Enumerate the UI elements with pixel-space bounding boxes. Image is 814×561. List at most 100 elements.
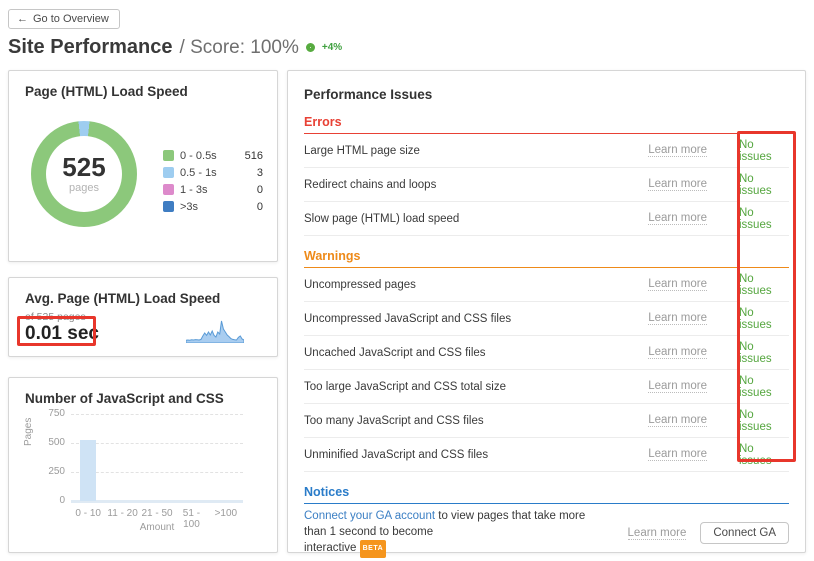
issue-label: Uncached JavaScript and CSS files <box>304 346 486 359</box>
avg-speed-card: Avg. Page (HTML) Load Speed of 525 pages… <box>8 277 278 357</box>
no-issues-status: No issues <box>739 306 772 331</box>
legend-item: 0 - 0.5s 516 <box>163 147 263 164</box>
avg-speed-card-title: Avg. Page (HTML) Load Speed <box>25 291 221 306</box>
notice-text-line2: interactive <box>304 542 357 554</box>
issue-row: Too many JavaScript and CSS files Learn … <box>304 404 789 438</box>
issue-label: Slow page (HTML) load speed <box>304 212 460 225</box>
legend-swatch-green <box>163 150 174 161</box>
issue-row: Unminified JavaScript and CSS files Lear… <box>304 438 789 472</box>
issue-row: Large HTML page size Learn more No issue… <box>304 134 789 168</box>
x-axis-line <box>71 500 243 503</box>
x-tick: 11 - 20 <box>107 508 138 519</box>
warnings-section-header: Warnings <box>304 249 789 268</box>
back-arrow-icon: ← <box>17 12 28 25</box>
connect-ga-link[interactable]: Connect your GA account <box>304 510 436 522</box>
learn-more-link[interactable]: Learn more <box>648 178 707 191</box>
no-issues-status: No issues <box>739 340 772 365</box>
issue-row: Redirect chains and loops Learn more No … <box>304 168 789 202</box>
legend-value: 0 <box>256 183 263 196</box>
legend-label: 0.5 - 1s <box>180 166 217 179</box>
no-issues-status: No issues <box>739 374 772 399</box>
issue-label: Unminified JavaScript and CSS files <box>304 448 489 461</box>
learn-more-link[interactable]: Learn more <box>627 526 687 540</box>
issue-row: Uncompressed JavaScript and CSS files Le… <box>304 302 789 336</box>
go-to-overview-button[interactable]: ← Go to Overview <box>8 9 120 29</box>
legend-swatch-pink <box>163 184 174 195</box>
y-tick: 0 <box>59 495 65 506</box>
score-label: / Score: 100% <box>179 36 299 58</box>
load-speed-legend: 0 - 0.5s 516 0.5 - 1s 3 1 - 3s 0 >3s 0 <box>163 147 263 215</box>
donut-total-pages: 525 <box>62 152 106 182</box>
notices-section-header: Notices <box>304 485 789 504</box>
issue-label: Uncompressed pages <box>304 278 416 291</box>
load-speed-sparkline <box>186 320 244 343</box>
legend-value: 516 <box>244 149 263 162</box>
page-title-row: Site Performance / Score: 100% +4% <box>8 36 342 59</box>
legend-item: 0.5 - 1s 3 <box>163 164 263 181</box>
avg-speed-subtitle: of 525 pages <box>25 311 86 323</box>
notice-text: Connect your GA account to view pages th… <box>304 508 628 558</box>
legend-item: 1 - 3s 0 <box>163 181 263 198</box>
js-css-card-title: Number of JavaScript and CSS <box>25 391 224 406</box>
learn-more-link[interactable]: Learn more <box>648 414 707 427</box>
no-issues-status: No issues <box>739 138 772 163</box>
load-speed-card: Page (HTML) Load Speed 525 pages 0 - 0.5… <box>8 70 278 262</box>
js-css-bar <box>80 440 96 501</box>
issue-row: Uncached JavaScript and CSS files Learn … <box>304 336 789 370</box>
x-tick: 0 - 10 <box>75 508 101 519</box>
connect-ga-button[interactable]: Connect GA <box>700 522 789 544</box>
x-tick: 21 - 50 <box>141 508 173 519</box>
learn-more-link[interactable]: Learn more <box>648 380 707 393</box>
js-css-plot <box>71 414 243 503</box>
learn-more-link[interactable]: Learn more <box>648 212 707 225</box>
learn-more-link[interactable]: Learn more <box>648 448 707 461</box>
gridline <box>71 414 243 415</box>
legend-label: 1 - 3s <box>180 183 208 196</box>
y-tick: 500 <box>48 437 65 448</box>
issue-label: Uncompressed JavaScript and CSS files <box>304 312 512 325</box>
beta-badge: BETA <box>359 540 387 558</box>
panel-title: Performance Issues <box>304 87 433 102</box>
donut-unit-label: pages <box>69 182 99 194</box>
x-tick: 51 - 100 <box>182 508 201 530</box>
legend-label: >3s <box>180 200 199 213</box>
y-axis-label: Pages <box>23 417 34 446</box>
errors-section-header: Errors <box>304 115 789 134</box>
legend-item: >3s 0 <box>163 198 263 215</box>
x-tick: >100 <box>214 508 238 519</box>
gridline <box>71 472 243 473</box>
no-issues-status: No issues <box>739 442 772 467</box>
notice-row: Connect your GA account to view pages th… <box>304 504 789 561</box>
learn-more-link[interactable]: Learn more <box>648 312 707 325</box>
x-ticks: 0 - 10 11 - 20 21 - 50 51 - 100 >100 <box>71 508 243 530</box>
score-ring-icon <box>305 43 315 52</box>
go-to-overview-label: Go to Overview <box>33 12 109 25</box>
x-axis-label: Amount <box>139 522 175 533</box>
issue-label: Redirect chains and loops <box>304 178 437 191</box>
issue-label: Too many JavaScript and CSS files <box>304 414 484 427</box>
avg-speed-value: 0.01 sec <box>25 323 99 344</box>
issue-label: Too large JavaScript and CSS total size <box>304 380 506 393</box>
notice-text-rest: to view pages that take more than 1 seco… <box>304 510 586 538</box>
legend-value: 3 <box>256 166 263 179</box>
donut-center: 525 pages <box>31 121 137 227</box>
issue-row: Too large JavaScript and CSS total size … <box>304 370 789 404</box>
legend-value: 0 <box>256 200 263 213</box>
learn-more-link[interactable]: Learn more <box>648 144 707 157</box>
score-delta: +4% <box>321 42 343 53</box>
load-speed-card-title: Page (HTML) Load Speed <box>25 84 188 99</box>
page-title: Site Performance <box>8 36 173 58</box>
y-tick: 750 <box>48 408 65 419</box>
issue-row: Uncompressed pages Learn more No issues <box>304 268 789 302</box>
issue-row: Slow page (HTML) load speed Learn more N… <box>304 202 789 236</box>
legend-label: 0 - 0.5s <box>180 149 217 162</box>
no-issues-status: No issues <box>739 206 772 231</box>
issue-label: Large HTML page size <box>304 144 420 157</box>
learn-more-link[interactable]: Learn more <box>648 346 707 359</box>
no-issues-status: No issues <box>739 408 772 433</box>
load-speed-donut <box>31 121 137 227</box>
legend-swatch-blue <box>163 167 174 178</box>
no-issues-status: No issues <box>739 172 772 197</box>
learn-more-link[interactable]: Learn more <box>648 278 707 291</box>
gridline <box>71 443 243 444</box>
